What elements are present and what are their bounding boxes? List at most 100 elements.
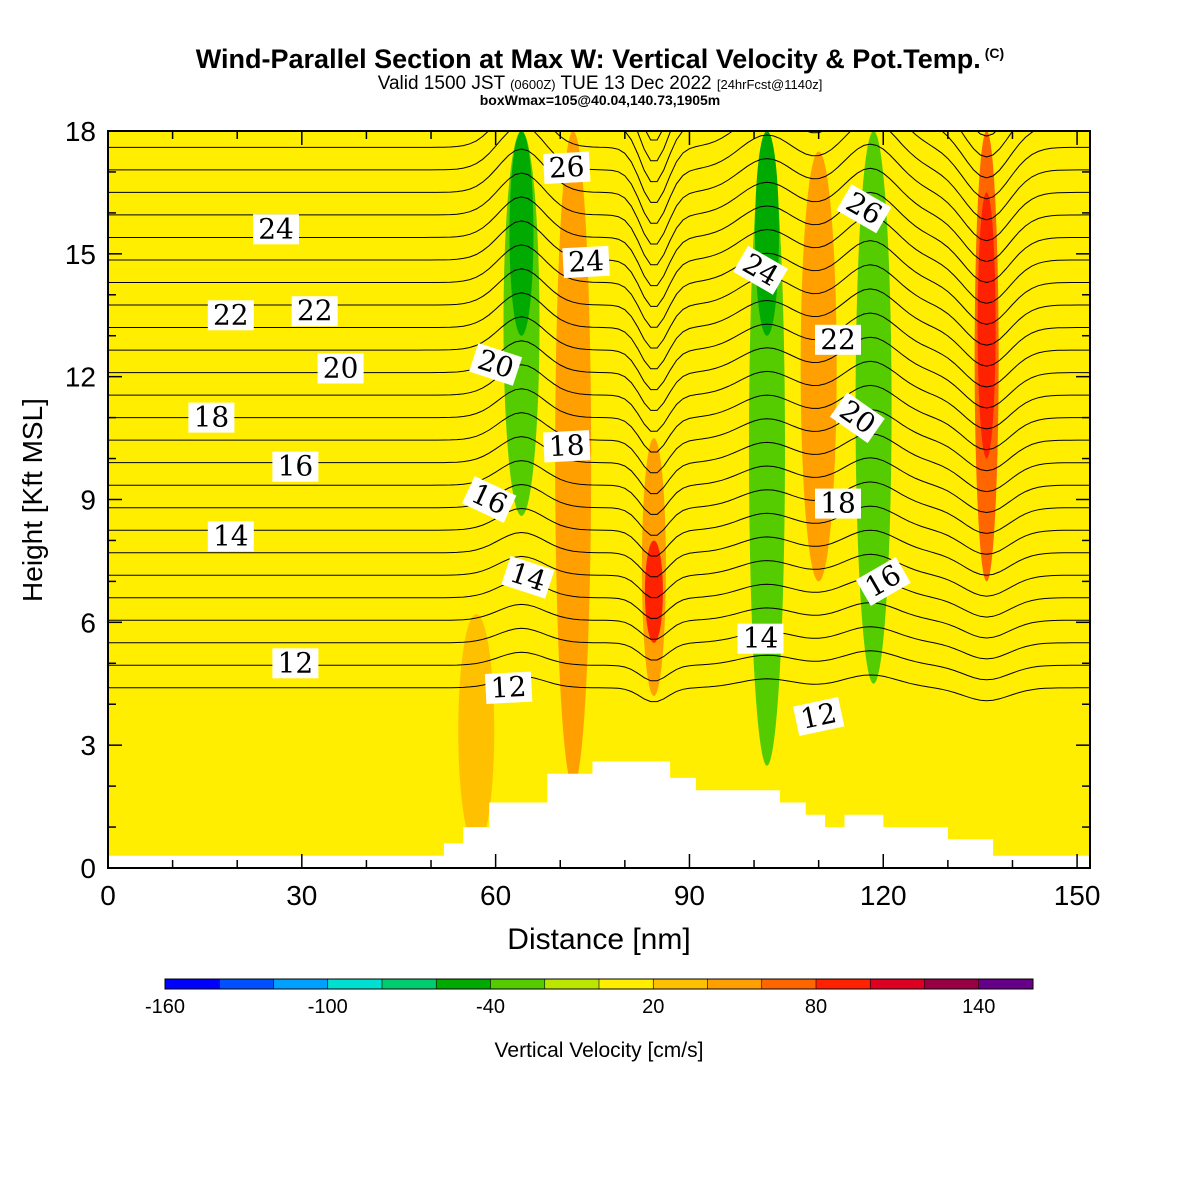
isentrope-line-2 (108, 626, 1090, 661)
isentrope-line-9 (108, 457, 1090, 515)
y-tick-label: 18 (65, 116, 96, 147)
isentrope-label-19: 18 (815, 487, 861, 520)
y-axis-label: Height [Kft MSL] (17, 398, 48, 602)
isentrope-label-3: 20 (317, 352, 364, 385)
isentrope-line-3 (108, 602, 1090, 640)
isentrope-label-text: 16 (278, 450, 314, 483)
colorbar-swatch (761, 979, 817, 989)
isentrope-line-14 (108, 336, 1090, 411)
colorbar-swatch (165, 979, 220, 989)
x-axis-label: Distance [nm] (507, 923, 690, 956)
isentrope-label-5: 16 (272, 450, 319, 483)
chart-subtitle: Valid 1500 JST (0600Z) TUE 13 Dec 2022 [… (0, 73, 1200, 95)
colorbar-tick-label: -40 (476, 996, 505, 1018)
valid-time: Valid 1500 JST (377, 73, 505, 94)
x-tick-label: 120 (860, 880, 907, 911)
forecast-info: [24hrFcst@1140z] (716, 77, 823, 92)
isentrope-line-15 (108, 312, 1090, 391)
isentrope-label-text: 22 (820, 323, 856, 356)
isentrope-line-6 (108, 529, 1090, 578)
isentrope-label-box (855, 556, 911, 606)
isentrope-line-10 (108, 433, 1090, 495)
isentrope-line-23 (108, 131, 1090, 224)
isentrope-label-box (815, 324, 861, 355)
isentrope-label-box (733, 245, 788, 295)
isentrope-label-box (484, 671, 533, 704)
isentrope-line-5 (108, 553, 1090, 599)
isentrope-label-text: 20 (323, 352, 359, 385)
isentrope-label-text: 22 (297, 294, 333, 327)
colorbar-swatch (978, 979, 1034, 989)
y-tick-label: 6 (80, 607, 96, 638)
isentrope-label-9: 24 (562, 244, 610, 279)
colorbar-tick-label: 80 (805, 996, 827, 1018)
isentrope-label-17: 22 (815, 323, 861, 356)
isentrope-label-text: 24 (258, 212, 294, 245)
velocity-cell-10 (977, 192, 996, 459)
isentrope-label-box (272, 451, 319, 482)
colorbar-swatch (816, 979, 871, 989)
isentrope-line-12 (108, 384, 1090, 453)
isentrope-label-22: 12 (793, 696, 845, 736)
isentrope-line-18 (108, 240, 1090, 328)
isentrope-label-box (188, 402, 235, 433)
colorbar-swatch (707, 979, 763, 989)
vertical-velocity-field (108, 131, 1090, 868)
colorbar-tick-label: -160 (145, 996, 185, 1018)
isentrope-label-box (542, 151, 591, 184)
velocity-cell-11 (458, 614, 495, 848)
colorbar-swatch (327, 979, 383, 989)
isentrope-label-box (836, 184, 892, 234)
isentrope-label-box (737, 623, 784, 654)
isentrope-line-24 (108, 131, 1090, 203)
velocity-cell-7 (800, 151, 837, 582)
isentrope-line-0 (108, 674, 1090, 703)
isentrope-line-22 (108, 143, 1090, 245)
colorbar-swatch (490, 979, 546, 989)
colorbar-label: Vertical Velocity [cm/s] (495, 1039, 704, 1062)
isentrope-label-box (207, 521, 254, 552)
isentrope-label-box (562, 245, 610, 279)
valid-time-utc: (0600Z) (510, 77, 556, 92)
colorbar-swatch (382, 979, 437, 989)
colorbar-tick-label: -100 (308, 996, 348, 1018)
isentrope-line-11 (108, 409, 1090, 474)
isentrope-label-box (501, 555, 555, 599)
colorbar-swatch (870, 979, 925, 989)
isentrope-label-box (317, 353, 364, 384)
isentrope-label-box (253, 214, 299, 245)
colorbar-swatch (544, 979, 600, 989)
isentrope-label-21: 14 (737, 622, 784, 655)
isentrope-line-8 (108, 481, 1090, 536)
isentrope-label-box (829, 392, 885, 444)
velocity-cell-1 (509, 131, 534, 336)
isentrope-label-box (272, 648, 319, 679)
colorbar-swatch (924, 979, 980, 989)
isentrope-label-text: 12 (490, 670, 527, 705)
y-tick-label: 15 (65, 239, 96, 270)
colorbar-swatch (273, 979, 329, 989)
isentrope-line-4 (108, 577, 1090, 619)
isentrope-line-17 (108, 264, 1090, 349)
isentrope-label-box (469, 343, 523, 386)
isentrope-label-14: 12 (484, 670, 533, 705)
isentrope-line-7 (108, 505, 1090, 557)
isentrope-label-box (793, 697, 845, 736)
chart-title-text: Wind-Parallel Section at Max W: Vertical… (195, 44, 981, 74)
y-tick-label: 3 (80, 730, 96, 761)
isentrope-label-text: 14 (743, 622, 779, 655)
x-tick-label: 60 (480, 880, 511, 911)
terrain-profile (108, 761, 1090, 868)
colorbar-swatch (599, 979, 654, 989)
isentrope-label-2: 22 (291, 294, 338, 327)
y-tick-label: 9 (80, 485, 96, 516)
isentrope-label-text: 18 (820, 487, 856, 520)
isentrope-label-box (542, 430, 591, 463)
copyright-mark: (C) (984, 45, 1005, 61)
isentrope-label-text: 14 (213, 519, 249, 552)
isentrope-line-16 (108, 288, 1090, 370)
isentrope-label-4: 18 (188, 401, 235, 434)
x-tick-label: 30 (286, 880, 317, 911)
colorbar-swatch (219, 979, 274, 989)
